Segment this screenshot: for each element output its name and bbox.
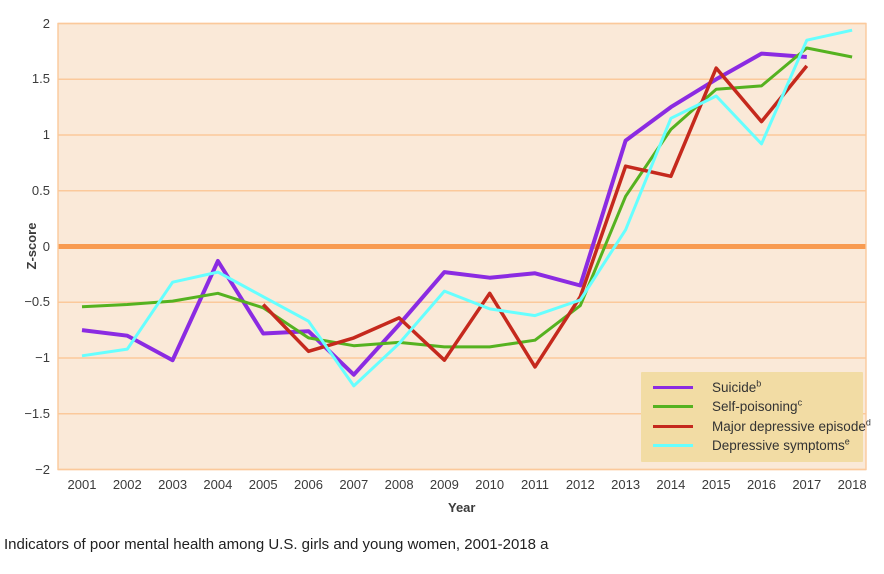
legend-swatch-icon (653, 385, 693, 389)
legend-label: Self-poisoningc (712, 397, 803, 414)
series-line-major-depressive-episode (261, 64, 809, 369)
series-line-suicide (81, 51, 807, 377)
x-axis-title: Year (448, 500, 476, 515)
legend-swatch-icon (653, 444, 693, 447)
x-tick-label: 2015 (701, 477, 731, 492)
y-tick-label: −0.5 (24, 294, 50, 310)
y-tick-label: 2 (42, 15, 50, 31)
legend-item: Depressive symptomse (641, 436, 863, 456)
y-tick-label: 0.5 (31, 182, 50, 198)
series-line-depressive-symptoms (81, 28, 853, 388)
legend-item: Self-poisoningc (641, 397, 863, 417)
x-tick-label: 2017 (792, 477, 822, 492)
x-tick-label: 2003 (158, 477, 188, 492)
x-tick-label: 2008 (384, 477, 414, 492)
legend-swatch-icon (653, 405, 693, 408)
x-tick-label: 2012 (565, 477, 595, 492)
x-tick-label: 2009 (429, 477, 459, 492)
x-tick-label: 2006 (294, 477, 323, 492)
plot-area (57, 22, 867, 471)
figure-caption: Indicators of poor mental health among U… (4, 536, 549, 553)
chart: 2 1.5 1 0.5 0 −0.5 −1 −1.5 −2 2001 2002 2003 2004 20… (23, 15, 871, 515)
x-tick-label: 2018 (837, 477, 867, 492)
series-line-self-poisoning (81, 46, 853, 349)
x-tick-label: 2004 (203, 477, 233, 492)
y-tick-label: 1 (42, 127, 50, 142)
x-tick-label: 2014 (656, 477, 686, 492)
x-tick-label: 2010 (475, 477, 505, 492)
x-tick-label: 2001 (67, 477, 97, 492)
x-tick-label: 2016 (747, 477, 776, 492)
legend-item: Major depressive episoded (641, 416, 871, 436)
y-tick-label: 0 (42, 238, 50, 254)
y-tick-label: −2 (35, 461, 50, 477)
x-tick-label: 2007 (339, 477, 369, 492)
x-tick-label: 2013 (611, 477, 641, 492)
legend-swatch-icon (653, 424, 693, 428)
plot-border (57, 22, 867, 471)
x-tick-label: 2011 (521, 477, 549, 492)
legend: Suicideb Self-poisoningc Major depressive … (641, 372, 871, 462)
x-tick-label: 2002 (112, 477, 142, 492)
legend-label: Major depressive episoded (712, 417, 871, 434)
y-axis-title: Z-score (23, 222, 39, 270)
y-tick-label: −1.5 (24, 405, 50, 421)
legend-item: Suicideb (641, 377, 863, 397)
y-tick-label: −1 (35, 350, 50, 365)
legend-label: Suicideb (712, 378, 762, 395)
x-tick-label: 2005 (248, 477, 278, 492)
y-tick-label: 1.5 (31, 71, 50, 87)
legend-label: Depressive symptomse (712, 436, 850, 453)
